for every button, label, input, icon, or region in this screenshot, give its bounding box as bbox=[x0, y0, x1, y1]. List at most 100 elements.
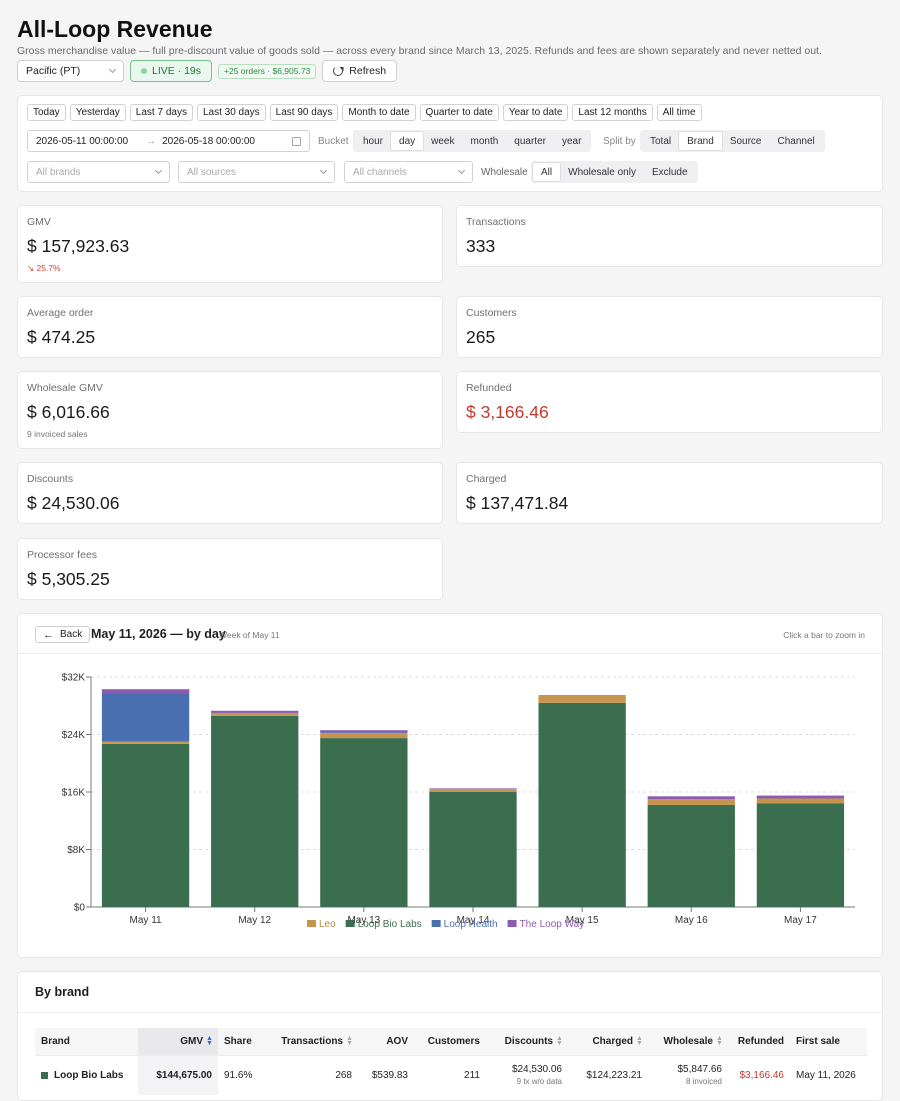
date-range-picker[interactable]: 2026-05-11 00:00:00 → 2026-05-18 00:00:0… bbox=[27, 130, 310, 152]
cell-aov: $539.83 bbox=[358, 1054, 414, 1095]
cell-share: 91.6% bbox=[218, 1054, 270, 1095]
timezone-select[interactable]: Pacific (PT) bbox=[17, 60, 124, 82]
refresh-button[interactable]: Refresh bbox=[322, 60, 398, 82]
stat-label: Processor fees bbox=[27, 549, 98, 561]
back-button[interactable]: ← Back bbox=[35, 626, 91, 643]
brands-dropdown[interactable]: All brands bbox=[27, 161, 170, 183]
preset-month-to-date[interactable]: Month to date bbox=[342, 104, 416, 121]
bar-segment[interactable] bbox=[647, 799, 735, 805]
range-arrow-icon: → bbox=[146, 135, 157, 147]
channels-placeholder: All channels bbox=[353, 166, 407, 178]
stat-value: $ 5,305.25 bbox=[27, 569, 110, 589]
range-end[interactable]: 2026-05-18 00:00:00 bbox=[162, 135, 255, 147]
preset-quarter-to-date[interactable]: Quarter to date bbox=[419, 104, 499, 121]
preset-last-90-days[interactable]: Last 90 days bbox=[269, 104, 339, 121]
cell-discounts: $24,530.06 9 tx w/o data bbox=[486, 1054, 568, 1095]
bucket-hour[interactable]: hour bbox=[363, 135, 384, 147]
calendar-icon[interactable] bbox=[292, 137, 301, 146]
live-status-button[interactable]: LIVE · 19s bbox=[130, 60, 213, 82]
bar-segment[interactable] bbox=[756, 795, 845, 799]
bar-segment[interactable] bbox=[647, 804, 735, 907]
split-brand[interactable]: Brand bbox=[679, 132, 722, 150]
bar-segment[interactable] bbox=[101, 693, 190, 742]
col-share: Share bbox=[218, 1028, 270, 1055]
sources-dropdown[interactable]: All sources bbox=[178, 161, 335, 183]
split-channel[interactable]: Channel bbox=[777, 135, 815, 147]
bucket-month[interactable]: month bbox=[470, 135, 499, 147]
bar-segment[interactable] bbox=[211, 712, 299, 716]
col-aov: AOV bbox=[358, 1028, 414, 1055]
live-dot-icon bbox=[141, 68, 147, 74]
bar-segment[interactable] bbox=[101, 741, 190, 744]
col-charged[interactable]: Charged ▲ ▼ bbox=[568, 1028, 648, 1055]
cell-customers: 211 bbox=[414, 1054, 486, 1095]
preset-yesterday[interactable]: Yesterday bbox=[69, 104, 126, 121]
bar-segment[interactable] bbox=[538, 694, 626, 703]
bar-segment[interactable] bbox=[647, 796, 735, 800]
preset-year-to-date[interactable]: Year to date bbox=[502, 104, 569, 121]
preset-last-7-days[interactable]: Last 7 days bbox=[129, 104, 193, 121]
stat-value: $ 157,923.63 bbox=[27, 236, 130, 256]
cell-gmv: $144,675.00 bbox=[138, 1054, 218, 1095]
bar-segment[interactable] bbox=[211, 715, 299, 907]
timezone-value: Pacific (PT) bbox=[26, 65, 81, 77]
col-transactions[interactable]: Transactions ▲ ▼ bbox=[270, 1028, 358, 1055]
wholesale-all[interactable]: All bbox=[533, 163, 561, 181]
sort-icon: ▲ ▼ bbox=[556, 1035, 563, 1048]
bar-segment[interactable] bbox=[429, 792, 517, 907]
chart-hint: Click a bar to zoom in bbox=[783, 630, 865, 640]
stat-label: Average order bbox=[27, 307, 94, 319]
page-title: All-Loop Revenue bbox=[17, 16, 213, 42]
bar-segment[interactable] bbox=[538, 702, 626, 907]
bar-segment[interactable] bbox=[101, 743, 190, 907]
bucket-week[interactable]: week bbox=[431, 135, 455, 147]
split-source[interactable]: Source bbox=[729, 135, 762, 147]
bucket-quarter[interactable]: quarter bbox=[514, 135, 546, 147]
wholesale-only[interactable]: Wholesale only bbox=[568, 166, 636, 178]
sort-icon: ▲ ▼ bbox=[716, 1035, 723, 1048]
col-discounts[interactable]: Discounts ▲ ▼ bbox=[486, 1028, 568, 1055]
preset-all-time[interactable]: All time bbox=[656, 104, 702, 121]
range-start[interactable]: 2026-05-11 00:00:00 bbox=[36, 135, 129, 147]
bucket-year[interactable]: year bbox=[561, 135, 582, 147]
stat-note: 9 invoiced sales bbox=[27, 429, 88, 439]
chart-header: ← Back May 11, 2026 — by day Week of May… bbox=[18, 614, 882, 654]
stat-value: $ 474.25 bbox=[27, 327, 96, 347]
bar-segment[interactable] bbox=[320, 738, 408, 907]
channels-dropdown[interactable]: All channels bbox=[344, 161, 473, 183]
preset-last-30-days[interactable]: Last 30 days bbox=[196, 104, 266, 121]
bar-segment[interactable] bbox=[756, 798, 845, 804]
stat-label: Wholesale GMV bbox=[27, 382, 103, 394]
bucket-day[interactable]: day bbox=[391, 132, 424, 150]
new-orders-badge[interactable]: +25 orders · $6,905.73 bbox=[218, 63, 317, 79]
stat-value: $ 24,530.06 bbox=[27, 493, 120, 513]
wholesale-exclude[interactable]: Exclude bbox=[651, 166, 688, 178]
col-first-sale: First sale bbox=[790, 1028, 867, 1055]
bar-segment[interactable] bbox=[101, 689, 190, 694]
bar-segment[interactable] bbox=[429, 788, 517, 790]
cell-wholesale-note: 8 invoiced bbox=[685, 1077, 722, 1087]
bar-segment[interactable] bbox=[320, 732, 408, 734]
bar-segment[interactable] bbox=[320, 733, 408, 739]
bar-segment[interactable] bbox=[211, 710, 299, 713]
bar-segment[interactable] bbox=[320, 730, 408, 733]
stat-label: Charged bbox=[466, 473, 507, 485]
wholesale-label: Wholesale bbox=[481, 167, 528, 178]
preset-last-12-months[interactable]: Last 12 months bbox=[572, 104, 653, 121]
brand-panel: By brand Brand GMV ▲ ▼ Share Transactions ▲… bbox=[17, 971, 883, 1101]
bar-segment[interactable] bbox=[756, 803, 845, 908]
table-row[interactable]: Loop Bio Labs $144,675.00 91.6% 268 $539… bbox=[35, 1054, 867, 1095]
split-toggle: Total Brand Source Channel bbox=[640, 130, 825, 152]
brands-placeholder: All brands bbox=[36, 166, 81, 178]
y-tick-label: $24K bbox=[62, 730, 86, 741]
col-wholesale[interactable]: Wholesale ▲ ▼ bbox=[648, 1028, 728, 1055]
col-gmv[interactable]: GMV ▲ ▼ bbox=[138, 1028, 218, 1055]
split-total[interactable]: Total bbox=[650, 135, 672, 147]
stat-value: $ 6,016.66 bbox=[27, 402, 110, 422]
stat-value: 333 bbox=[466, 236, 496, 256]
bar-segment[interactable] bbox=[429, 789, 517, 792]
stat-delta: ↘ 25.7% bbox=[27, 263, 61, 273]
preset-today[interactable]: Today bbox=[27, 104, 66, 121]
y-tick-label: $0 bbox=[74, 903, 86, 914]
stat-card-wholesale-gmv: Wholesale GMV $ 6,016.66 9 invoiced sale… bbox=[17, 371, 443, 449]
